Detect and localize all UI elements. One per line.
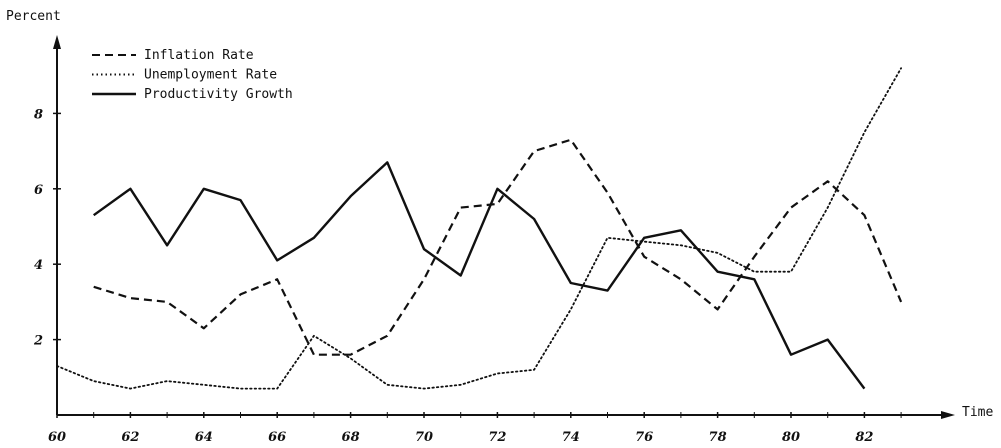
y-ticks: 2 4 6 8 — [33, 107, 61, 349]
y-tick-label: 4 — [34, 258, 43, 273]
x-tick-label: 80 — [782, 430, 800, 445]
series-lines — [56, 67, 903, 390]
x-tick-label: 78 — [709, 430, 727, 445]
y-tick-label: 2 — [33, 334, 43, 349]
x-tick-label: 66 — [268, 430, 286, 445]
x-tick-label: 64 — [195, 430, 213, 445]
legend-label-productivity-growth: Productivity Growth — [144, 87, 293, 102]
y-axis-arrow — [53, 35, 61, 49]
x-tick-label: 76 — [635, 430, 653, 445]
x-tick-label: 72 — [488, 430, 506, 445]
x-tick-label: 62 — [121, 430, 139, 445]
x-tick-label: 68 — [342, 430, 360, 445]
axes — [53, 35, 955, 419]
x-tick-label: 74 — [562, 430, 580, 445]
legend-label-unemployment-rate: Unemployment Rate — [144, 68, 277, 83]
x-axis-arrow — [941, 411, 955, 419]
y-axis-label: Percent — [6, 9, 61, 24]
x-tick-label: 70 — [415, 430, 433, 445]
series-line-unemployment-rate — [56, 67, 902, 390]
x-ticks: 60 62 64 66 68 70 72 74 76 78 80 82 — [48, 412, 902, 445]
series-line-inflation-rate — [93, 138, 903, 356]
x-tick-label: 82 — [855, 430, 873, 445]
x-tick-label: 60 — [48, 430, 66, 445]
y-tick-label: 6 — [34, 183, 43, 198]
x-axis-label: Time — [962, 405, 993, 420]
legend: Inflation Rate Unemployment Rate Productiv… — [92, 48, 293, 102]
legend-label-inflation-rate: Inflation Rate — [144, 48, 254, 63]
y-tick-label: 8 — [34, 107, 43, 122]
series-line-productivity-growth — [92, 161, 866, 390]
